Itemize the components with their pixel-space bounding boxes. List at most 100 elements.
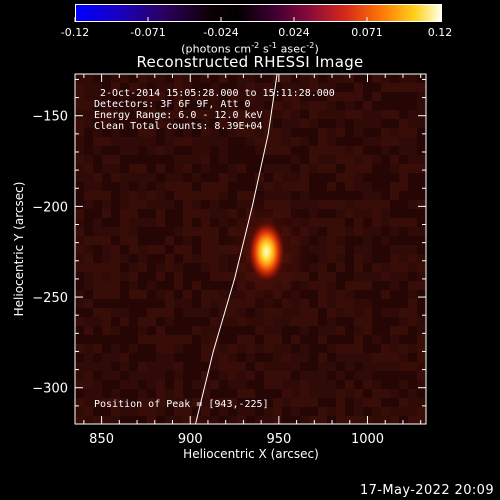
- image-pixel: [399, 245, 408, 254]
- image-pixel: [354, 299, 363, 308]
- image-pixel: [165, 137, 174, 146]
- image-pixel: [210, 173, 219, 182]
- image-pixel: [399, 272, 408, 281]
- image-pixel: [165, 155, 174, 164]
- image-pixel: [210, 164, 219, 173]
- image-pixel: [102, 299, 111, 308]
- image-pixel: [354, 380, 363, 389]
- image-pixel: [300, 101, 309, 110]
- image-pixel: [165, 200, 174, 209]
- image-pixel: [408, 326, 417, 335]
- y-tick-label: −250: [32, 291, 68, 306]
- image-pixel: [363, 308, 372, 317]
- image-pixel: [201, 146, 210, 155]
- image-pixel: [372, 308, 381, 317]
- image-pixel: [372, 272, 381, 281]
- image-pixel: [318, 272, 327, 281]
- image-pixel: [363, 236, 372, 245]
- image-pixel: [120, 83, 129, 92]
- image-pixel: [183, 137, 192, 146]
- image-pixel: [327, 182, 336, 191]
- image-pixel: [390, 245, 399, 254]
- image-pixel: [354, 74, 363, 83]
- image-pixel: [318, 362, 327, 371]
- image-pixel: [309, 416, 318, 424]
- image-pixel: [111, 344, 120, 353]
- image-pixel: [318, 317, 327, 326]
- image-pixel: [417, 110, 426, 119]
- image-pixel: [246, 92, 255, 101]
- image-pixel: [417, 362, 426, 371]
- image-pixel: [93, 101, 102, 110]
- image-pixel: [183, 299, 192, 308]
- image-pixel: [318, 137, 327, 146]
- image-pixel: [210, 191, 219, 200]
- image-pixel: [192, 200, 201, 209]
- image-pixel: [75, 74, 84, 83]
- image-pixel: [102, 191, 111, 200]
- image-pixel: [273, 335, 282, 344]
- image-pixel: [273, 308, 282, 317]
- image-pixel: [282, 119, 291, 128]
- image-pixel: [273, 155, 282, 164]
- image-pixel: [399, 290, 408, 299]
- image-pixel: [183, 281, 192, 290]
- image-pixel: [165, 146, 174, 155]
- image-pixel: [372, 317, 381, 326]
- image-pixel: [264, 398, 273, 407]
- image-pixel: [390, 137, 399, 146]
- image-pixel: [138, 308, 147, 317]
- image-pixel: [174, 317, 183, 326]
- image-pixel: [390, 101, 399, 110]
- image-pixel: [174, 398, 183, 407]
- image-pixel: [399, 218, 408, 227]
- image-pixel: [309, 317, 318, 326]
- image-pixel: [138, 290, 147, 299]
- image-pixel: [372, 299, 381, 308]
- image-pixel: [138, 362, 147, 371]
- image-pixel: [354, 209, 363, 218]
- image-pixel: [291, 380, 300, 389]
- image-pixel: [390, 74, 399, 83]
- image-pixel: [174, 164, 183, 173]
- image-pixel: [138, 128, 147, 137]
- image-pixel: [138, 110, 147, 119]
- image-pixel: [228, 353, 237, 362]
- image-pixel: [75, 254, 84, 263]
- image-pixel: [408, 353, 417, 362]
- image-pixel: [417, 227, 426, 236]
- image-pixel: [381, 128, 390, 137]
- image-pixel: [264, 380, 273, 389]
- image-pixel: [219, 200, 228, 209]
- image-pixel: [93, 407, 102, 416]
- image-pixel: [399, 362, 408, 371]
- image-pixel: [372, 137, 381, 146]
- image-pixel: [84, 164, 93, 173]
- image-pixel: [183, 398, 192, 407]
- image-pixel: [354, 344, 363, 353]
- image-pixel: [300, 380, 309, 389]
- image-pixel: [291, 74, 300, 83]
- image-pixel: [201, 290, 210, 299]
- image-pixel: [138, 371, 147, 380]
- image-pixel: [381, 371, 390, 380]
- image-pixel: [390, 335, 399, 344]
- image-pixel: [354, 146, 363, 155]
- image-pixel: [174, 371, 183, 380]
- image-pixel: [174, 119, 183, 128]
- image-pixel: [408, 416, 417, 424]
- image-pixel: [381, 209, 390, 218]
- image-pixel: [111, 416, 120, 424]
- image-pixel: [156, 317, 165, 326]
- image-pixel: [219, 146, 228, 155]
- image-pixel: [372, 146, 381, 155]
- image-pixel: [219, 380, 228, 389]
- image-pixel: [417, 191, 426, 200]
- image-pixel: [417, 398, 426, 407]
- image-pixel: [192, 83, 201, 92]
- image-pixel: [354, 182, 363, 191]
- image-pixel: [75, 128, 84, 137]
- image-pixel: [318, 308, 327, 317]
- image-pixel: [381, 407, 390, 416]
- image-pixel: [399, 209, 408, 218]
